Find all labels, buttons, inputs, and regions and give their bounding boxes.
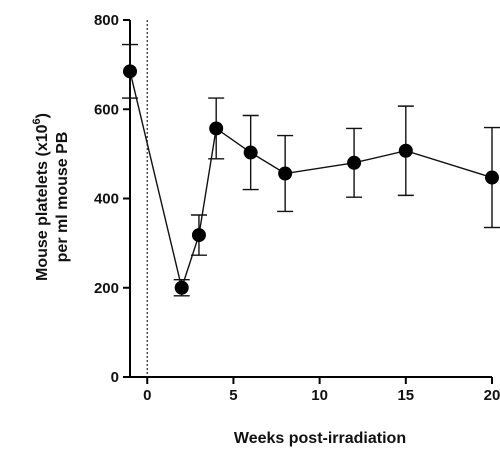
y-tick-label-0: 0 [111,369,119,386]
x-axis-title: Weeks post-irradiation [234,430,406,447]
y-tick-label-600: 600 [94,101,119,118]
y-tick-label-400: 400 [94,191,119,208]
data-point-8 [485,170,499,185]
data-point-5 [278,166,293,181]
y-tick-label-200: 200 [94,280,119,297]
x-tick-label-20: 20 [484,387,500,404]
y-axis-title-line2: per ml mouse PB [54,132,71,263]
data-point-1 [174,280,189,295]
data-point-6 [347,155,362,170]
data-point-7 [398,143,413,158]
y-axis-title-line1-close: ) [34,113,51,118]
data-point-4 [243,145,258,160]
x-tick-label-15: 15 [397,387,414,404]
data-point-0 [123,64,137,79]
data-point-2 [191,228,206,243]
tick-labels: 0 200 400 600 800 0 5 10 15 20 [94,12,500,404]
series-line-group [129,71,493,291]
y-axis-title-line1-text: Mouse platelets (x10 [34,124,51,281]
axes [123,19,493,384]
y-axis-title-superscript: 6 [31,118,43,124]
x-tick-label-0: 0 [143,387,151,404]
data-point-3 [209,121,224,136]
y-axis-title-line1: Mouse platelets (x106) [31,113,51,281]
x-tick-label-10: 10 [311,387,328,404]
data-points [123,64,499,295]
x-tick-label-5: 5 [229,387,237,404]
series-line [129,71,493,291]
y-tick-label-800: 800 [94,12,119,29]
